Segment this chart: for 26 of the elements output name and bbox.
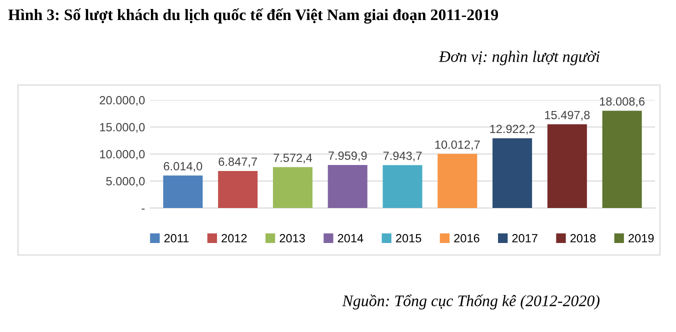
legend-label: 2012 [222, 234, 247, 242]
data-label: 7.572,4 [274, 154, 312, 164]
chart-subtitle: Đơn vị: nghìn lượt người [438, 50, 600, 66]
y-tick-label: - [142, 208, 145, 210]
data-label: 15.497,8 [545, 110, 590, 121]
legend-label: 2015 [396, 234, 422, 242]
data-label: 18.008,6 [600, 97, 645, 108]
legend-label: 2011 [164, 234, 189, 242]
data-label: 10.012,7 [435, 140, 480, 150]
legend-label: 2013 [280, 234, 305, 242]
legend-label: 2017 [512, 234, 538, 242]
data-label: 7.943,7 [383, 152, 422, 162]
chart-title: Hình 3: Số lượt khách du lịch quốc tế đến Việt Nam giai đoạn 2011-2019 [8, 8, 498, 24]
y-tick-label: 5.000,0 [106, 177, 145, 187]
data-label: 12.922,2 [490, 124, 535, 135]
legend-label: 2016 [454, 234, 480, 242]
legend-label: 2019 [628, 234, 654, 242]
data-label: 6.014,0 [164, 162, 202, 172]
legend-label: 2014 [338, 234, 364, 242]
data-label: 7.959,9 [328, 152, 367, 162]
data-label: 6.847,7 [218, 158, 257, 168]
legend-label: 2018 [570, 234, 596, 242]
y-tick-label: 10.000,0 [100, 150, 145, 160]
y-tick-label: 20.000,0 [100, 96, 145, 106]
y-tick-label: 15.000,0 [100, 123, 145, 133]
text: Nguồn: Tổng cục Thống kê (2012-2020) [342, 294, 600, 310]
